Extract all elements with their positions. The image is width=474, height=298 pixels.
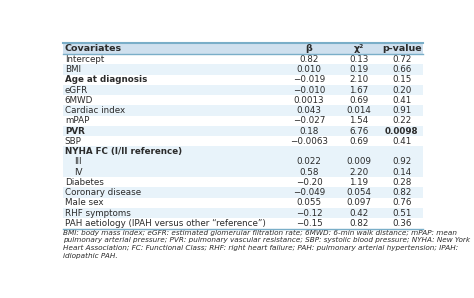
Text: −0.049: −0.049	[293, 188, 325, 197]
Text: −0.019: −0.019	[293, 75, 325, 84]
Text: 0.010: 0.010	[297, 65, 321, 74]
Text: 0.20: 0.20	[392, 86, 411, 94]
Text: IV: IV	[74, 167, 82, 177]
Text: 0.055: 0.055	[296, 198, 322, 207]
Text: −0.010: −0.010	[293, 86, 325, 94]
Bar	[63, 218, 423, 229]
Text: PVR: PVR	[65, 127, 85, 136]
Text: 2.20: 2.20	[349, 167, 368, 177]
Text: PAH aetiology (IPAH versus other “reference”): PAH aetiology (IPAH versus other “refere…	[65, 219, 265, 228]
Bar	[63, 54, 423, 64]
Text: 0.009: 0.009	[346, 157, 371, 166]
Text: 0.82: 0.82	[300, 55, 319, 64]
Text: 0.41: 0.41	[392, 137, 411, 146]
Text: Male sex: Male sex	[65, 198, 103, 207]
Text: 0.91: 0.91	[392, 106, 411, 115]
Text: 0.22: 0.22	[392, 116, 411, 125]
Text: Intercept: Intercept	[65, 55, 104, 64]
Text: 1.67: 1.67	[349, 86, 368, 94]
Bar	[63, 75, 423, 85]
Bar	[63, 85, 423, 95]
Bar	[63, 157, 423, 167]
Text: 1.19: 1.19	[349, 178, 368, 187]
Bar	[63, 95, 423, 105]
Text: 6MWD: 6MWD	[65, 96, 93, 105]
Text: III: III	[74, 157, 82, 166]
Text: 2.10: 2.10	[349, 75, 368, 84]
Bar	[63, 126, 423, 136]
Text: 0.69: 0.69	[349, 137, 368, 146]
Text: 0.42: 0.42	[349, 209, 368, 218]
Text: −0.12: −0.12	[296, 209, 322, 218]
Text: 0.022: 0.022	[297, 157, 321, 166]
Text: Covariates: Covariates	[65, 44, 122, 53]
Text: 6.76: 6.76	[349, 127, 368, 136]
Text: β: β	[306, 44, 312, 53]
Text: Age at diagnosis: Age at diagnosis	[65, 75, 147, 84]
Text: 0.097: 0.097	[346, 198, 371, 207]
Bar	[63, 146, 423, 157]
Text: 0.58: 0.58	[299, 167, 319, 177]
Text: 0.92: 0.92	[392, 157, 411, 166]
Bar	[63, 64, 423, 75]
Bar	[63, 198, 423, 208]
Text: 0.15: 0.15	[392, 75, 411, 84]
Text: 0.0098: 0.0098	[385, 127, 419, 136]
Text: 0.043: 0.043	[297, 106, 321, 115]
Text: BMI: BMI	[65, 65, 81, 74]
Text: 0.82: 0.82	[392, 188, 411, 197]
Bar	[63, 208, 423, 218]
Text: Coronary disease: Coronary disease	[65, 188, 141, 197]
Text: 0.66: 0.66	[392, 65, 411, 74]
Text: 0.14: 0.14	[392, 167, 411, 177]
Bar	[63, 43, 423, 54]
Text: Cardiac index: Cardiac index	[65, 106, 125, 115]
Text: 0.18: 0.18	[300, 127, 319, 136]
Text: 0.36: 0.36	[392, 219, 411, 228]
Text: −0.20: −0.20	[296, 178, 322, 187]
Text: SBP: SBP	[65, 137, 82, 146]
Bar	[63, 116, 423, 126]
Text: 0.054: 0.054	[346, 188, 371, 197]
Text: 0.69: 0.69	[349, 96, 368, 105]
Text: 0.76: 0.76	[392, 198, 411, 207]
Bar	[63, 136, 423, 146]
Text: 0.28: 0.28	[392, 178, 411, 187]
Text: 0.82: 0.82	[349, 219, 368, 228]
Bar	[63, 167, 423, 177]
Text: 0.19: 0.19	[349, 65, 368, 74]
Text: Diabetes: Diabetes	[65, 178, 104, 187]
Text: NYHA FC (I/II reference): NYHA FC (I/II reference)	[65, 147, 182, 156]
Text: −0.0063: −0.0063	[290, 137, 328, 146]
Text: 0.0013: 0.0013	[294, 96, 324, 105]
Text: 0.13: 0.13	[349, 55, 368, 64]
Text: p-value: p-value	[382, 44, 421, 53]
Text: BMI: body mass index; eGFR: estimated glomerular filtration rate; 6MWD: 6-min wa: BMI: body mass index; eGFR: estimated gl…	[63, 230, 470, 259]
Text: −0.15: −0.15	[296, 219, 322, 228]
Text: RHF symptoms: RHF symptoms	[65, 209, 131, 218]
Bar	[63, 177, 423, 187]
Text: 0.51: 0.51	[392, 209, 411, 218]
Text: 0.41: 0.41	[392, 96, 411, 105]
Text: mPAP: mPAP	[65, 116, 89, 125]
Bar	[63, 187, 423, 198]
Text: 0.72: 0.72	[392, 55, 411, 64]
Bar	[63, 105, 423, 116]
Text: 1.54: 1.54	[349, 116, 368, 125]
Text: eGFR: eGFR	[65, 86, 88, 94]
Text: 0.014: 0.014	[346, 106, 371, 115]
Text: χ²: χ²	[354, 44, 364, 53]
Text: −0.027: −0.027	[293, 116, 325, 125]
